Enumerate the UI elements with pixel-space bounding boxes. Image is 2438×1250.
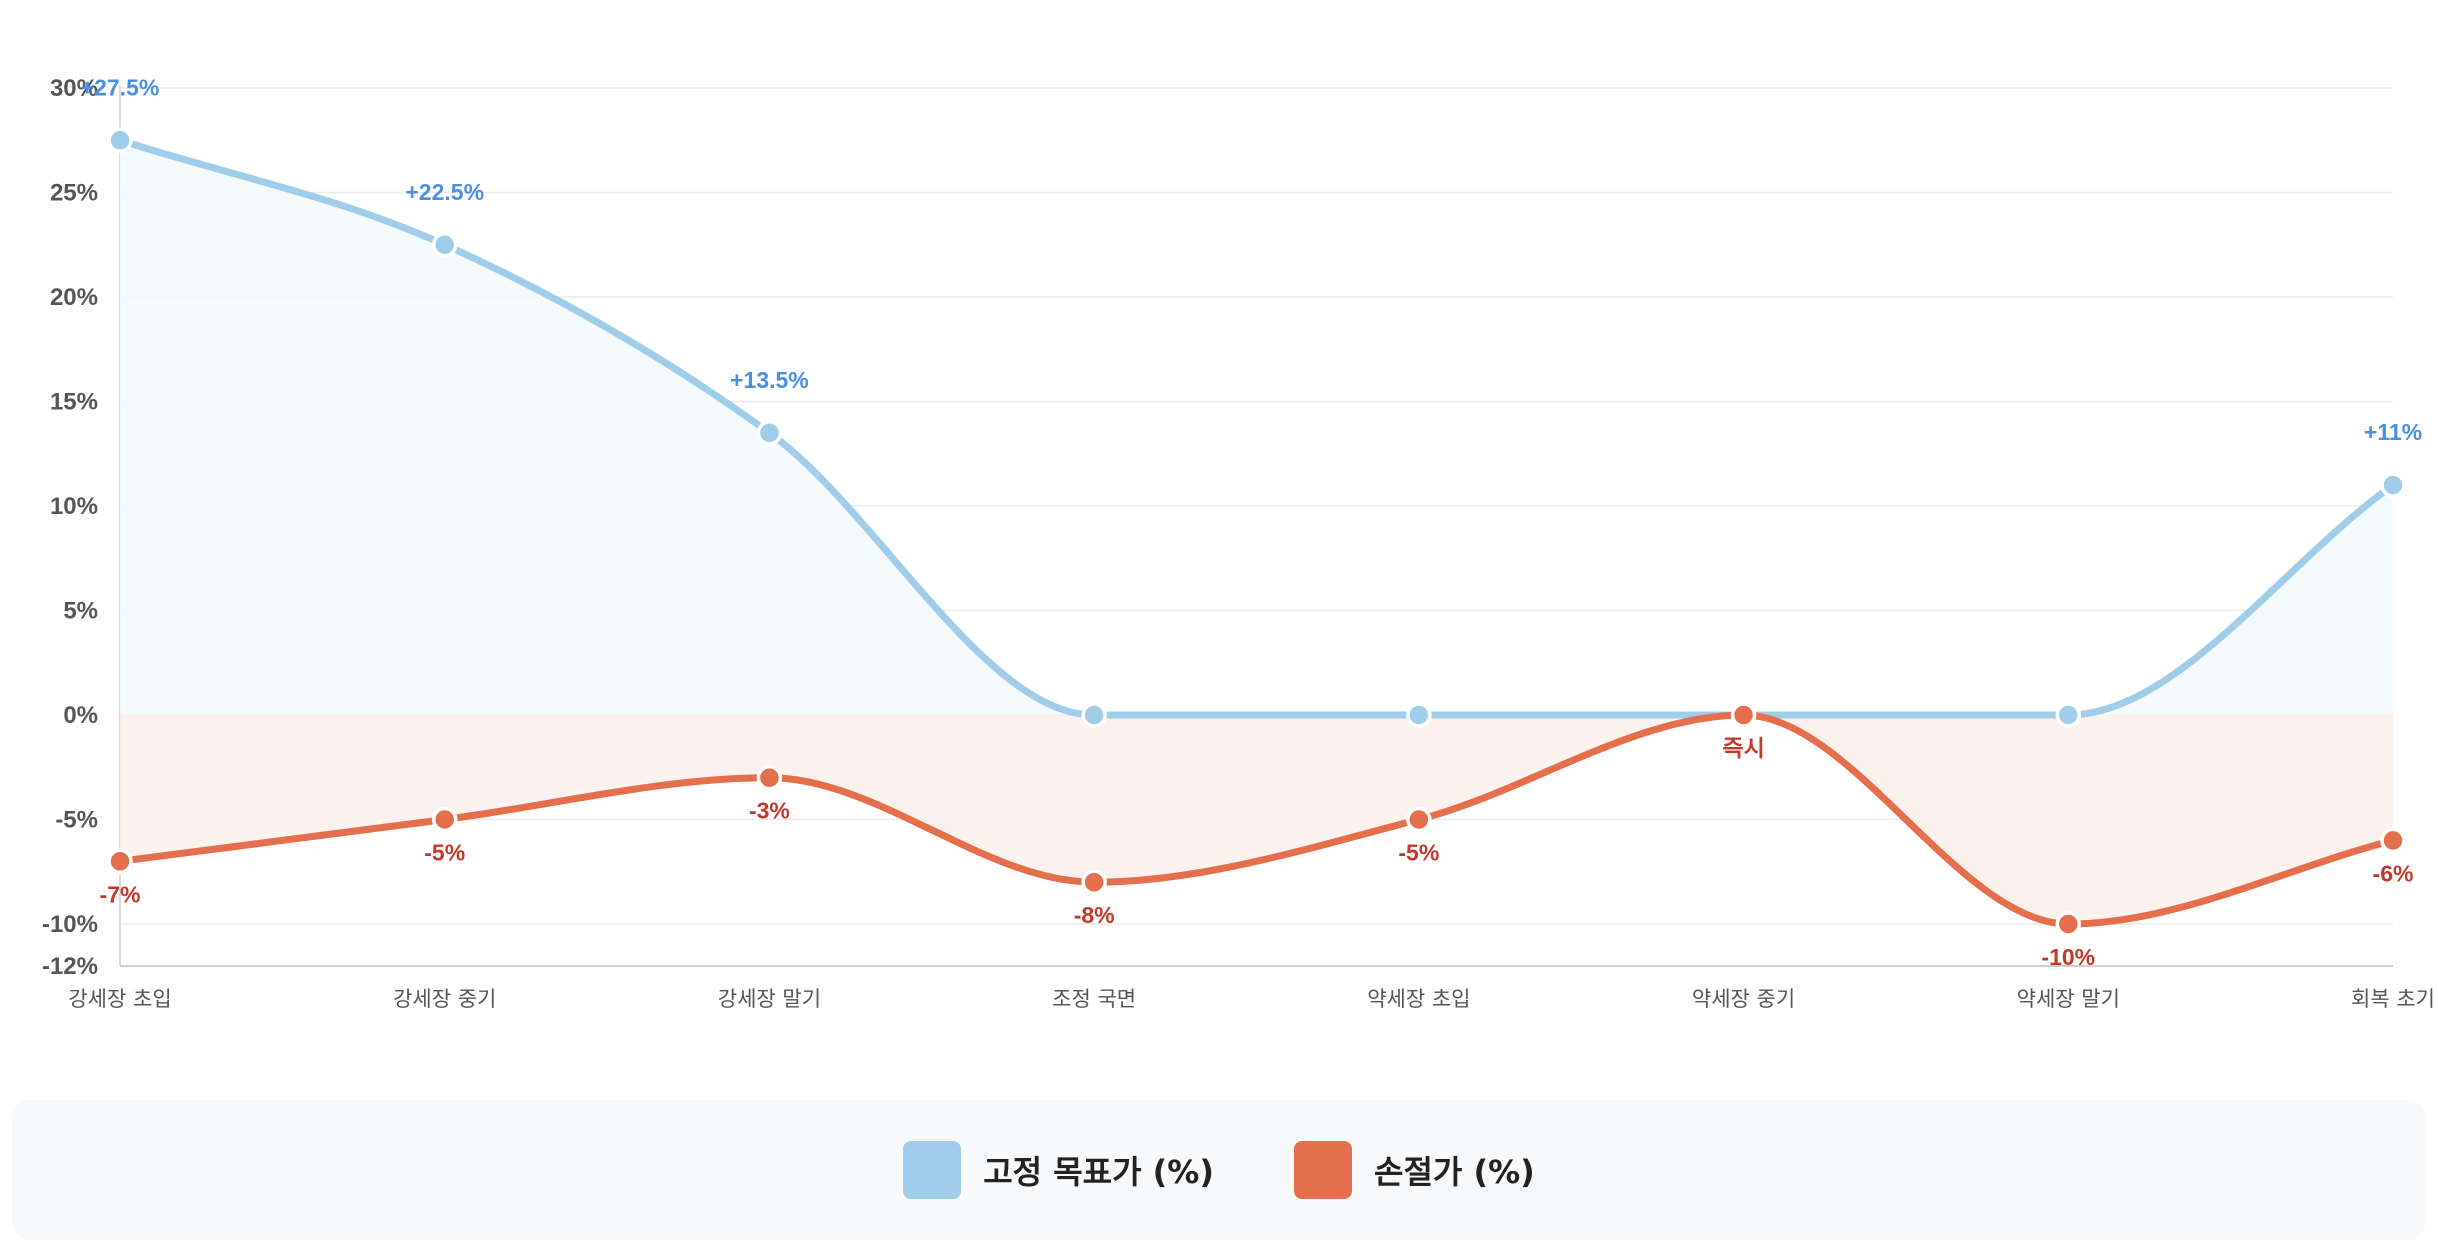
y-tick-label: 15% [50,389,98,416]
chart-legend: 고정 목표가 (%) 손절가 (%) [12,1100,2426,1240]
y-tick-label: -10% [42,911,98,938]
y-tick-label: 10% [50,493,98,520]
data-label-stop-loss: -6% [2373,860,2414,886]
legend-label-target: 고정 목표가 (%) [983,1153,1214,1191]
legend-swatch-target [903,1141,962,1199]
data-label-stop-loss: -3% [749,798,790,824]
area-stop-loss [120,715,2393,924]
point-stop-loss [107,848,133,875]
data-label-target: +13.5% [730,367,809,393]
point-target [1081,702,1107,728]
legend-item-stop-loss[interactable]: 손절가 (%) [1294,1141,1535,1199]
y-tick-label: -12% [42,953,98,980]
data-label-target: +22.5% [405,179,484,205]
line-chart: 30% 25% 20% 15% 10% 5% 0% -5% -10% -12% 강세장 초입 강세장 … [42,74,2435,1011]
y-tick-label: 5% [63,598,98,625]
point-stop-loss [1081,869,1107,895]
point-stop-loss [1730,702,1757,728]
x-tick-label: 약세장 초입 [1367,987,1470,1011]
point-stop-loss [756,764,783,791]
x-tick-label: 약세장 말기 [2017,987,2120,1011]
data-label-target: +27.5% [81,74,160,100]
point-target [2055,702,2082,728]
y-tick-label: 25% [50,180,98,207]
legend-label-stop-loss: 손절가 (%) [1374,1153,1535,1191]
chart-area: 30% 25% 20% 15% 10% 5% 0% -5% -10% -12% 강세장 초입 강세장 … [42,74,2435,1011]
area-target [120,140,2393,715]
point-stop-loss [2380,827,2406,854]
data-label-stop-loss: -7% [100,881,141,907]
x-tick-label: 조정 국면 [1052,987,1136,1011]
point-target [756,420,783,446]
data-label-stop-loss: 즉시 [1722,735,1764,761]
point-target [2380,472,2406,498]
y-tick-label: 30% [50,75,98,102]
point-stop-loss [1406,806,1432,833]
x-tick-label: 강세장 말기 [718,987,821,1011]
point-target [1406,702,1432,728]
line-target [116,136,2397,719]
legend-swatch-stop-loss [1294,1141,1352,1199]
y-tick-label: 20% [50,284,98,311]
x-tick-label: 강세장 중기 [393,987,496,1011]
x-tick-label: 약세장 중기 [1692,987,1795,1011]
data-label-target: +11% [2364,419,2422,445]
point-stop-loss [2055,911,2082,937]
data-label-stop-loss: -10% [2041,944,2095,970]
data-label-stop-loss: -5% [424,840,465,866]
point-target [107,127,133,153]
line-stop-loss [116,711,2397,928]
legend-item-target[interactable]: 고정 목표가 (%) [903,1141,1214,1199]
y-tick-label: -5% [55,807,98,834]
data-label-stop-loss: -8% [1074,902,1115,928]
point-target [431,232,458,258]
x-tick-label: 강세장 초입 [68,987,171,1011]
x-tick-label: 회복 초기 [2351,987,2435,1011]
point-stop-loss [431,806,458,833]
data-label-stop-loss: -5% [1398,840,1439,866]
y-tick-label: 0% [63,702,98,729]
